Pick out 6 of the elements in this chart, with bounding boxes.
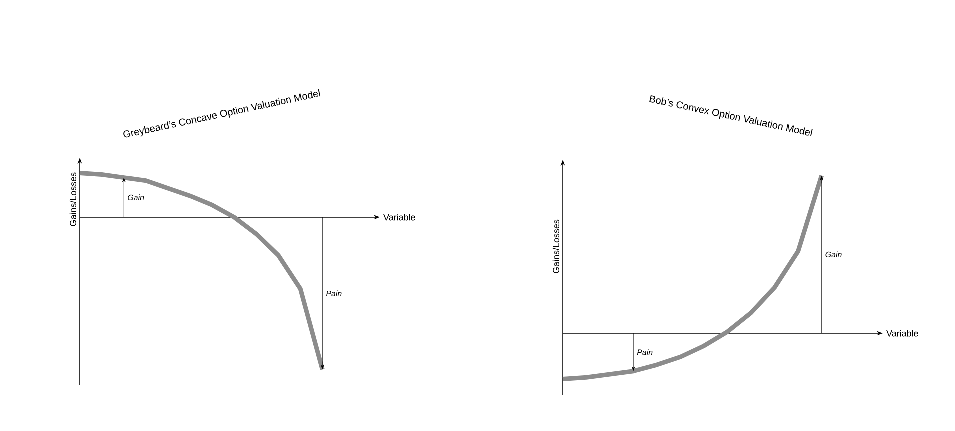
chart-title: Bob’s Convex Option Valuation Model: [650, 95, 813, 137]
chart-title: Greybeard’s Concave Option Valuation Model: [124, 89, 321, 138]
x-axis-title: Variable: [384, 214, 416, 221]
x-axis-title: Variable: [886, 330, 918, 337]
y-axis-title: Gains/Losses: [552, 220, 560, 274]
y-axis-title: Gains/Losses: [70, 172, 76, 226]
